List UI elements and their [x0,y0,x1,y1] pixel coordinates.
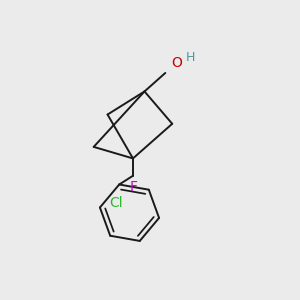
Text: O: O [171,56,182,70]
Text: Cl: Cl [109,196,123,210]
Text: F: F [130,180,138,194]
Text: H: H [186,51,195,64]
